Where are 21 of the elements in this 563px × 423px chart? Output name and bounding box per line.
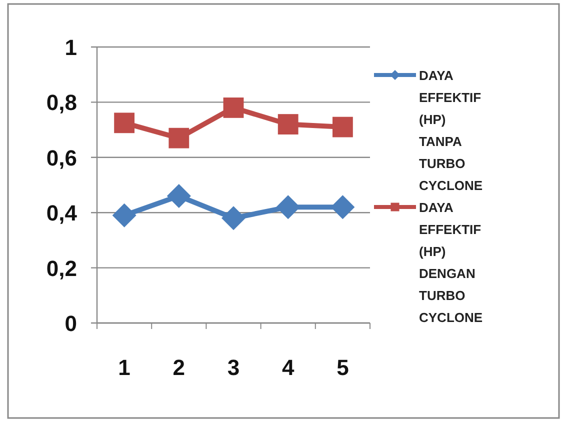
- x-tick-label: 5: [336, 355, 349, 380]
- legend-label: DAYA EFFEKTIF (HP) DENGAN TURBO CYCLONE: [419, 200, 483, 325]
- x-tick-label: 3: [227, 355, 240, 380]
- point: [278, 114, 298, 134]
- point: [168, 128, 190, 148]
- point: [223, 98, 244, 118]
- point: [222, 206, 246, 230]
- y-tick-label: 0: [64, 311, 77, 336]
- y-tick-label: 1: [64, 35, 77, 60]
- point: [114, 112, 134, 134]
- point: [166, 184, 191, 208]
- x-tick-label: 2: [172, 355, 186, 380]
- y-tick-label: 0,8: [46, 90, 77, 116]
- x-tick-label: 1: [118, 355, 130, 380]
- point: [332, 116, 353, 138]
- point: [112, 203, 136, 228]
- x-tick-label: 4: [282, 355, 295, 380]
- legend-label: DAYA EFFEKTIF (HP) TANPA TURBO CYCLONE: [419, 68, 483, 193]
- y-tick-label: 0,6: [46, 145, 77, 170]
- y-tick-label: 0,2: [46, 256, 77, 281]
- y-tick-label: 0,4: [46, 200, 78, 226]
